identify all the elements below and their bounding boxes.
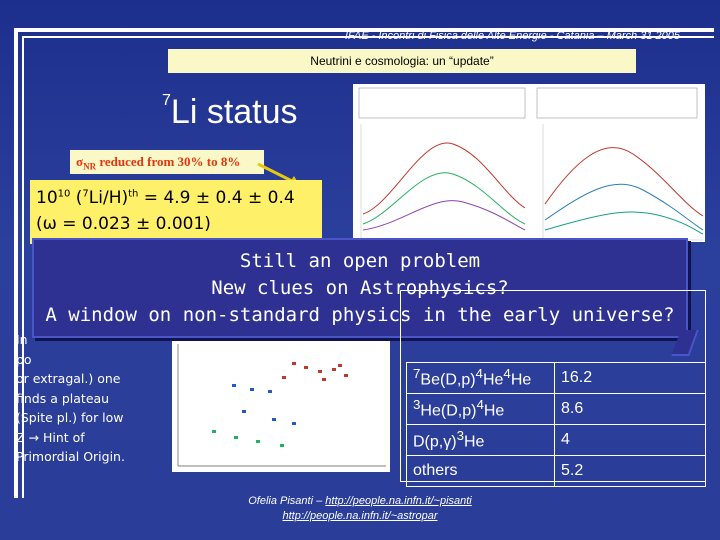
frame-top-line [22, 36, 714, 38]
uncertainty-table: 7Be(D,p)4He4He 16.2 3He(D,p)4He 8.6 D(p,… [406, 362, 706, 487]
footer-author: Ofelia Pisanti – [248, 495, 326, 507]
footer-link-pisanti[interactable]: http://people.na.infn.it/~pisanti [325, 495, 472, 507]
table-row: D(p,γ)3He 4 [406, 424, 706, 456]
title-text: Li status [170, 93, 298, 131]
footer: Ofelia Pisanti – http://people.na.infn.i… [200, 494, 520, 524]
reaction-cell: others [406, 455, 555, 487]
sigma-text: reduced from 30% to 8% [99, 154, 241, 169]
callout-line-1: Still an open problem [239, 250, 481, 272]
table-row: 7Be(D,p)4He4He 16.2 [406, 362, 706, 394]
table-row: 3He(D,p)4He 8.6 [406, 393, 706, 425]
value-cell: 16.2 [554, 362, 706, 394]
title-superscript: 7 [162, 92, 171, 109]
li7-uncertainty-plot [353, 84, 705, 242]
left-paragraph: In po or extragal.) one finds a plateau … [16, 332, 125, 464]
open-problem-callout: Still an open problem New clues on Astro… [32, 238, 688, 338]
formula-line-2: (ω = 0.023 ± 0.001) [36, 214, 211, 234]
frame-top-bar [14, 28, 714, 32]
reaction-cell: 3He(D,p)4He [406, 393, 555, 425]
table-row: others 5.2 [406, 455, 706, 487]
footer-link-astropar[interactable]: http://people.na.infn.it/~astropar [282, 510, 438, 522]
reaction-cell: 7Be(D,p)4He4He [406, 362, 555, 394]
formula-line-1: 1010 (7Li/H)th = 4.9 ± 0.4 ± 0.4 [36, 188, 295, 208]
value-cell: 4 [554, 424, 706, 456]
frame-left-line [22, 36, 24, 498]
value-cell: 8.6 [554, 393, 706, 425]
sigma-note: σNR reduced from 30% to 8% [70, 150, 264, 174]
conference-header: IFAE - Incontri di Fisica delle Alte Ene… [344, 30, 680, 42]
callout-line-2: New clues on Astrophysics? [211, 277, 509, 299]
slide-title: 7Li status [162, 92, 298, 132]
value-cell: 5.2 [554, 455, 706, 487]
topic-banner: Neutrini e cosmologia: un “update” [168, 49, 636, 73]
sigma-subscript: NR [83, 161, 97, 172]
callout-line-3: A window on non-standard physics in the … [45, 304, 675, 326]
spite-plateau-plot [172, 340, 390, 472]
frame-left-bar [14, 28, 18, 498]
reaction-cell: D(p,γ)3He [406, 424, 555, 456]
sigma-symbol: σ [76, 154, 84, 169]
abundance-formula: 1010 (7Li/H)th = 4.9 ± 0.4 ± 0.4 (ω = 0.… [30, 180, 322, 244]
